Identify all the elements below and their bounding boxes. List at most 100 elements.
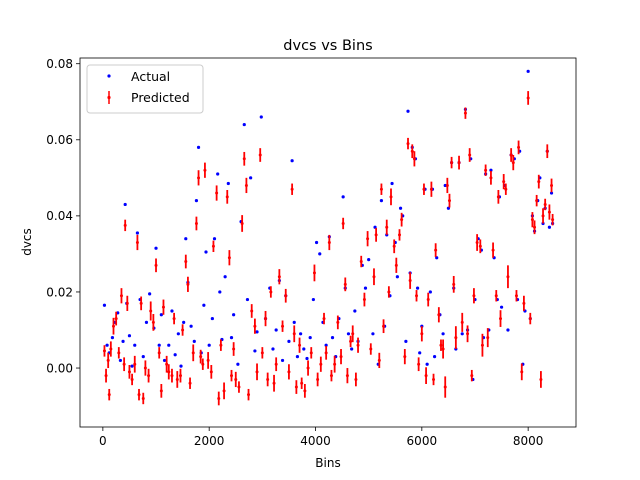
predicted-point: [528, 312, 532, 325]
predicted-point: [327, 234, 331, 251]
predicted-marker: [206, 358, 210, 362]
predicted-point: [137, 388, 141, 401]
actual-point: [425, 362, 429, 366]
predicted-point: [472, 288, 476, 304]
predicted-marker: [172, 317, 176, 321]
predicted-marker: [550, 183, 554, 187]
actual-point: [162, 358, 167, 363]
predicted-point: [443, 376, 447, 398]
actual-point: [295, 355, 300, 359]
predicted-point: [114, 311, 118, 326]
predicted-point: [339, 349, 343, 365]
predicted-point: [260, 347, 264, 359]
predicted-point: [504, 183, 508, 195]
predicted-point: [206, 352, 210, 369]
predicted-marker: [398, 233, 402, 237]
predicted-marker: [264, 317, 268, 321]
predicted-marker: [379, 187, 383, 191]
predicted-marker: [306, 366, 310, 370]
predicted-point: [535, 194, 539, 207]
y-tick-label: 0.08: [46, 57, 73, 71]
predicted-marker: [322, 317, 326, 321]
predicted-marker: [294, 385, 298, 389]
actual-point: [118, 358, 123, 363]
predicted-point: [545, 144, 549, 159]
actual-point: [398, 206, 403, 210]
predicted-marker: [517, 145, 521, 149]
predicted-point: [341, 217, 345, 230]
predicted-marker: [215, 191, 219, 195]
predicted-marker: [385, 225, 389, 229]
predicted-marker: [452, 282, 456, 286]
x-tick-label: 2000: [194, 434, 225, 448]
predicted-point: [424, 367, 428, 385]
predicted-marker: [114, 317, 118, 321]
predicted-point: [343, 277, 347, 292]
predicted-point: [415, 290, 419, 302]
predicted-point: [489, 170, 493, 185]
predicted-marker: [499, 317, 503, 321]
predicted-marker: [240, 221, 244, 225]
predicted-marker: [420, 332, 424, 336]
predicted-point: [543, 198, 547, 211]
predicted-marker: [143, 366, 147, 370]
predicted-point: [441, 339, 445, 359]
predicted-marker: [175, 377, 179, 381]
predicted-point: [385, 219, 389, 235]
predicted-point: [255, 363, 259, 381]
predicted-point: [119, 288, 123, 304]
predicted-marker: [372, 275, 376, 279]
predicted-marker: [133, 362, 137, 366]
actual-point: [141, 355, 145, 359]
actual-point: [232, 313, 236, 317]
predicted-marker: [250, 309, 254, 313]
predicted-marker: [111, 324, 115, 328]
predicted-point: [242, 151, 246, 166]
predicted-marker: [520, 370, 524, 374]
predicted-point: [247, 388, 251, 401]
predicted-marker: [466, 332, 470, 336]
actual-point: [154, 246, 158, 250]
actual-point: [189, 324, 193, 328]
predicted-point: [506, 265, 510, 289]
predicted-marker: [362, 298, 366, 302]
actual-point: [102, 303, 107, 307]
predicted-point: [374, 228, 378, 242]
predicted-marker: [389, 195, 393, 199]
actual-point: [242, 122, 246, 127]
predicted-marker: [102, 349, 106, 353]
predicted-point: [541, 208, 545, 224]
predicted-marker: [266, 377, 270, 381]
predicted-point: [284, 288, 288, 303]
predicted-point: [253, 318, 257, 334]
predicted-marker: [284, 294, 288, 298]
actual-point: [441, 332, 445, 336]
predicted-marker: [494, 294, 498, 298]
predicted-marker: [545, 149, 549, 153]
actual-point: [432, 355, 437, 359]
predicted-point: [329, 369, 333, 382]
y-tick-label: 0.06: [46, 133, 73, 147]
predicted-marker: [247, 393, 251, 397]
predicted-point: [377, 352, 381, 369]
predicted-marker: [463, 111, 467, 115]
predicted-point: [154, 258, 158, 273]
predicted-marker: [426, 298, 430, 302]
predicted-marker: [104, 374, 108, 378]
predicted-marker: [415, 294, 419, 298]
actual-point: [130, 364, 134, 368]
predicted-point: [133, 355, 137, 373]
actual-point: [110, 336, 115, 340]
predicted-point: [392, 239, 396, 254]
y-tick-label: 0.02: [46, 285, 73, 299]
predicted-marker: [408, 279, 412, 283]
predicted-point: [422, 183, 426, 195]
predicted-point: [412, 151, 416, 167]
predicted-point: [394, 257, 398, 273]
predicted-point: [398, 229, 402, 241]
predicted-point: [300, 377, 304, 389]
actual-point: [443, 183, 447, 188]
predicted-point: [478, 239, 482, 254]
predicted-marker: [125, 301, 129, 305]
series-predicted: [102, 91, 555, 406]
